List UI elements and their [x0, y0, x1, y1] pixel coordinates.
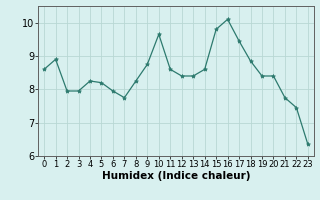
X-axis label: Humidex (Indice chaleur): Humidex (Indice chaleur) — [102, 171, 250, 181]
